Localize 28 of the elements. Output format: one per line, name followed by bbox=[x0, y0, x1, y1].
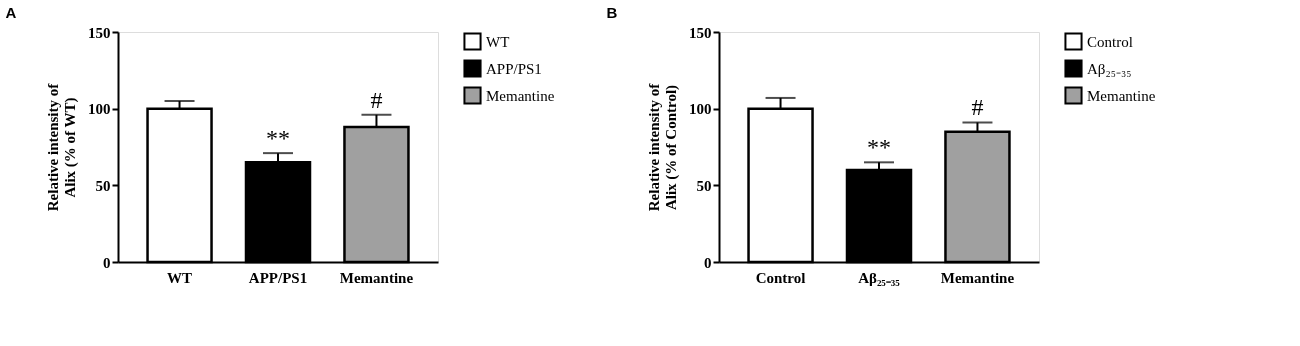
y-tick-label: 0 bbox=[103, 254, 111, 271]
y-axis-title: Relative intensity of Alix (% of WT) bbox=[45, 82, 79, 212]
annotation: ** bbox=[266, 125, 290, 152]
x-tick-label: Memantine bbox=[339, 269, 414, 286]
y-tick-label: 50 bbox=[95, 177, 111, 194]
legend-label: Memantine bbox=[486, 87, 555, 104]
x-tick-label: Memantine bbox=[940, 269, 1015, 286]
x-tick-label: Aβ₂₅₋₃₅ bbox=[858, 269, 901, 286]
y-axis-title: Relative intensity of Alix (% of Control) bbox=[646, 82, 680, 212]
annotation: # bbox=[971, 94, 984, 121]
x-tick-label: WT bbox=[167, 269, 193, 286]
annotation: # bbox=[370, 86, 383, 113]
x-tick-label: Control bbox=[755, 269, 806, 286]
y-tick-label: 150 bbox=[88, 24, 111, 41]
legend-label: Control bbox=[1087, 33, 1133, 50]
y-tick-label: 0 bbox=[704, 254, 712, 271]
legend-label: APP/PS1 bbox=[486, 60, 542, 77]
y-tick-label: 50 bbox=[696, 177, 712, 194]
y-tick-label: 100 bbox=[88, 101, 111, 118]
legend-label: Memantine bbox=[1087, 87, 1156, 104]
chart-title: A bbox=[5, 4, 17, 21]
chart-title: B bbox=[606, 4, 618, 21]
legend-label: Aβ₂₅₋₃₅ bbox=[1087, 60, 1132, 77]
legend-label: WT bbox=[486, 33, 510, 50]
y-tick-label: 150 bbox=[689, 24, 712, 41]
y-tick-label: 100 bbox=[689, 101, 712, 118]
annotation: ** bbox=[867, 134, 891, 161]
x-tick-label: APP/PS1 bbox=[248, 269, 308, 286]
